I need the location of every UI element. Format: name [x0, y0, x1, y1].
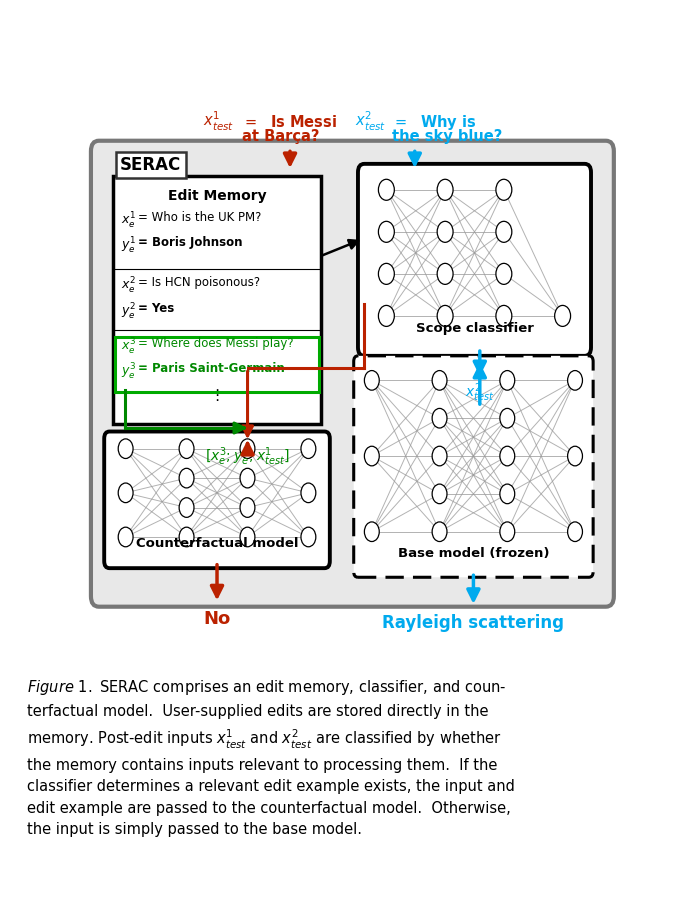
Text: = Where does Messi play?: = Where does Messi play?	[138, 337, 294, 350]
Circle shape	[378, 179, 395, 200]
Circle shape	[432, 446, 447, 466]
Text: at Barça?: at Barça?	[242, 128, 320, 144]
Circle shape	[437, 306, 453, 327]
Circle shape	[568, 370, 582, 390]
Circle shape	[496, 263, 512, 284]
Text: $x^{1}_{e}$: $x^{1}_{e}$	[121, 211, 136, 231]
Text: $x^{2}_{test}$: $x^{2}_{test}$	[465, 381, 495, 404]
Circle shape	[378, 263, 395, 284]
Circle shape	[432, 484, 447, 504]
Circle shape	[240, 498, 255, 518]
Circle shape	[500, 522, 514, 541]
Text: No: No	[203, 611, 231, 628]
Text: $x^{3}_{e}$: $x^{3}_{e}$	[121, 337, 136, 357]
Text: $[x^{3}_{e}; y^{3}_{e}; x^{1}_{test}]$: $[x^{3}_{e}; y^{3}_{e}; x^{1}_{test}]$	[206, 446, 290, 468]
Text: = Boris Johnson: = Boris Johnson	[138, 236, 242, 249]
Text: ⋮: ⋮	[210, 389, 225, 403]
FancyBboxPatch shape	[353, 356, 593, 577]
Text: = Paris Saint-Germain: = Paris Saint-Germain	[138, 362, 285, 375]
Text: Rayleigh scattering: Rayleigh scattering	[382, 613, 564, 632]
Text: $x^{1}_{test}$: $x^{1}_{test}$	[203, 110, 234, 133]
Circle shape	[568, 522, 582, 541]
Text: Edit Memory: Edit Memory	[168, 189, 266, 203]
Circle shape	[240, 439, 255, 459]
Circle shape	[500, 370, 514, 390]
Text: = Is HCN poisonous?: = Is HCN poisonous?	[138, 277, 260, 289]
Circle shape	[364, 370, 379, 390]
FancyBboxPatch shape	[358, 164, 591, 356]
Circle shape	[437, 179, 453, 200]
Circle shape	[432, 370, 447, 390]
Circle shape	[240, 527, 255, 547]
FancyBboxPatch shape	[113, 177, 321, 424]
Circle shape	[179, 527, 194, 547]
Text: Counterfactual model: Counterfactual model	[136, 537, 298, 550]
Circle shape	[119, 439, 133, 459]
Circle shape	[301, 527, 316, 547]
Circle shape	[240, 469, 255, 488]
Circle shape	[437, 221, 453, 242]
Circle shape	[568, 446, 582, 466]
FancyBboxPatch shape	[91, 141, 614, 607]
Circle shape	[364, 522, 379, 541]
Text: $\it{Figure\ 1.}$ SERAC comprises an edit memory, classifier, and coun-
terfactu: $\it{Figure\ 1.}$ SERAC comprises an edi…	[27, 678, 515, 837]
Text: $y^{1}_{e}$: $y^{1}_{e}$	[121, 236, 136, 256]
Circle shape	[378, 306, 395, 327]
Circle shape	[179, 469, 194, 488]
Text: SERAC: SERAC	[120, 157, 182, 174]
Circle shape	[119, 527, 133, 547]
Circle shape	[119, 483, 133, 502]
Circle shape	[301, 439, 316, 459]
Text: $x^{2}_{test}$: $x^{2}_{test}$	[355, 110, 386, 133]
Circle shape	[555, 306, 571, 327]
Circle shape	[432, 522, 447, 541]
Text: $=$  Why is: $=$ Why is	[393, 113, 477, 132]
Circle shape	[500, 446, 514, 466]
Circle shape	[301, 483, 316, 502]
Circle shape	[179, 498, 194, 518]
FancyBboxPatch shape	[115, 337, 319, 391]
Circle shape	[496, 179, 512, 200]
Text: $x^{2}_{e}$: $x^{2}_{e}$	[121, 277, 136, 297]
Circle shape	[437, 263, 453, 284]
Circle shape	[179, 439, 194, 459]
Text: = Who is the UK PM?: = Who is the UK PM?	[138, 211, 262, 224]
Text: $y^{3}_{e}$: $y^{3}_{e}$	[121, 362, 136, 382]
Text: = Yes: = Yes	[138, 301, 175, 315]
Circle shape	[500, 409, 514, 428]
Circle shape	[432, 409, 447, 428]
Text: Scope classifier: Scope classifier	[416, 322, 534, 335]
Circle shape	[496, 221, 512, 242]
Text: $=$  Is Messi: $=$ Is Messi	[242, 114, 337, 130]
Circle shape	[496, 306, 512, 327]
Circle shape	[364, 446, 379, 466]
Text: Base model (frozen): Base model (frozen)	[398, 548, 549, 561]
Text: $y^{2}_{e}$: $y^{2}_{e}$	[121, 301, 136, 322]
FancyBboxPatch shape	[104, 431, 329, 568]
Text: the sky blue?: the sky blue?	[393, 128, 503, 144]
Circle shape	[500, 484, 514, 504]
Circle shape	[378, 221, 395, 242]
